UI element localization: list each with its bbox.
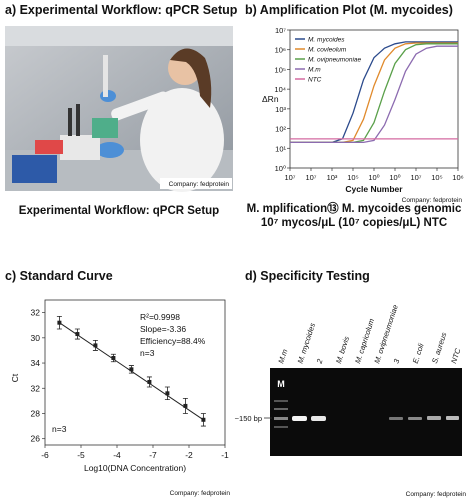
lane-label: M. bovis — [334, 335, 351, 365]
y-tick-label: 32 — [31, 308, 41, 318]
y-tick-label: 10⁴ — [274, 85, 286, 94]
data-point — [165, 391, 170, 396]
x-tick-label: 10⁶ — [452, 173, 463, 182]
x-axis-label: Cycle Number — [345, 184, 403, 194]
y-tick-label: 28 — [31, 408, 41, 418]
annotation: R²=0.9998 — [140, 312, 180, 322]
x-tick-label: -4 — [113, 450, 121, 460]
plot-area — [289, 29, 459, 169]
y-tick-label: 34 — [31, 358, 41, 368]
x-tick-label: 10⁵ — [347, 173, 358, 182]
x-tick-label: 10⁷ — [305, 173, 316, 182]
data-point — [57, 320, 62, 325]
chart-title: c) Standard Curve — [5, 269, 113, 283]
lane-label: M. capricolum — [353, 317, 376, 364]
y-tick-label: 10⁵ — [275, 65, 286, 74]
y-tick-label: 10⁶ — [275, 46, 286, 55]
x-tick-label: 10⁰ — [368, 173, 379, 182]
annotation: Slope=-3.36 — [140, 324, 186, 334]
y-tick-label: 10¹ — [275, 144, 286, 153]
y-axis-label: ΔRn — [262, 94, 279, 104]
data-point — [111, 356, 116, 360]
data-point — [75, 332, 80, 337]
chart-title: b) Amplification Plot (M. mycoides) — [245, 3, 453, 17]
y-tick-label: 30 — [31, 333, 41, 343]
chart-credit: Company: fedprotein — [170, 490, 231, 497]
x-tick-label: 10⁷ — [284, 173, 295, 182]
note: n=3 — [52, 424, 67, 434]
chart-credit: Company: fedprotein — [402, 197, 463, 204]
lane-label: M. mycoides — [296, 322, 318, 365]
y-tick-label: 10⁰ — [275, 164, 286, 173]
x-tick-label: -1 — [221, 450, 229, 460]
lane-label: 2 — [314, 357, 324, 365]
data-point — [147, 379, 152, 384]
panel-a-title: a) Experimental Workflow: qPCR Setup — [5, 3, 238, 17]
lab-photo: Company: fedprotein — [5, 26, 233, 192]
x-tick-label: -5 — [77, 450, 85, 460]
lane-label: E. coli — [411, 342, 426, 365]
x-tick-label: 10⁰ — [389, 173, 400, 182]
lane-label: M. ovipneumoniae — [372, 304, 400, 365]
lane-label: M.m — [276, 348, 289, 365]
data-point — [129, 367, 134, 372]
x-tick-label: 10⁷ — [410, 173, 421, 182]
photo-credit: Company: fedprotein — [169, 181, 230, 188]
annotation: Efficiency=88.4% — [140, 336, 206, 346]
lane-label: 3 — [392, 357, 402, 365]
panel-a-caption: Experimental Workflow: qPCR Setup — [19, 205, 219, 217]
legend-label: M.m — [308, 67, 321, 74]
y-tick-label: 10² — [275, 125, 286, 134]
data-point — [93, 343, 98, 348]
y-tick-label: 10⁷ — [275, 26, 286, 35]
legend-label: M. mycoides — [308, 37, 345, 44]
gel-marker: M — [277, 379, 285, 389]
y-tick-label: 10³ — [275, 105, 286, 114]
data-point — [201, 417, 206, 422]
x-axis-label: Log10(DNA Concentration) — [84, 463, 186, 473]
plot-area — [44, 299, 226, 446]
data-point — [183, 403, 188, 408]
lane-label: S. aureus — [430, 331, 449, 365]
panel-d-title: d) Specificity Testing — [245, 269, 370, 283]
chart-caption: 10⁷ mycos/μL (10⁷ copies/μL) NTC — [261, 217, 447, 229]
legend-label: M. covleolum — [308, 47, 347, 54]
annotation: n=3 — [140, 348, 155, 358]
gel-image — [264, 368, 462, 456]
y-axis-label: Ct — [10, 373, 20, 382]
series-line — [290, 45, 458, 144]
chart-caption: M. mplification⑬ M. mycoides genomic — [247, 201, 462, 215]
x-tick-label: 10⁵ — [431, 173, 442, 182]
legend-label: M. ovipneumoniae — [308, 57, 361, 64]
legend-label: NTC — [308, 77, 322, 84]
x-tick-label: 10³ — [327, 173, 338, 182]
x-tick-label: -7 — [149, 450, 157, 460]
x-tick-label: -6 — [41, 450, 49, 460]
y-tick-label: 32 — [31, 383, 41, 393]
lane-label: NTC — [449, 347, 463, 365]
size-label: ~150 bp — [235, 414, 262, 423]
panel-d-credit: Company: fedprotein — [406, 491, 467, 498]
x-tick-label: -2 — [185, 450, 193, 460]
y-tick-label: 26 — [31, 434, 41, 444]
